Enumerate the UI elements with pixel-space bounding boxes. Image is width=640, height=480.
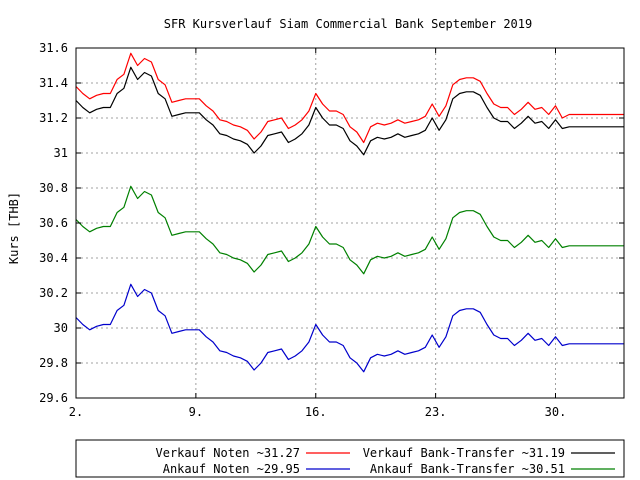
y-tick-label: 30.8 bbox=[39, 181, 68, 195]
y-tick-label: 30 bbox=[54, 321, 68, 335]
y-tick-label: 31.2 bbox=[39, 111, 68, 125]
legend-label-ankauf-bank-transfer: Ankauf Bank-Transfer ~30.51 bbox=[370, 462, 565, 476]
series-line-verkauf-bank-transfer bbox=[75, 66, 624, 156]
series-line-ankauf-noten bbox=[75, 283, 624, 373]
chart-grid bbox=[76, 48, 624, 398]
y-tick-label: 30.2 bbox=[39, 286, 68, 300]
x-tick-label: 2. bbox=[69, 405, 83, 419]
y-tick-label: 30.4 bbox=[39, 251, 68, 265]
series-line-ankauf-bank-transfer bbox=[75, 185, 624, 275]
legend-label-verkauf-bank-transfer: Verkauf Bank-Transfer ~31.19 bbox=[363, 446, 565, 460]
chart-legend: Verkauf Noten ~31.27 Verkauf Bank-Transfe… bbox=[156, 446, 615, 476]
y-tick-label: 29.6 bbox=[39, 391, 68, 405]
x-tick-label: 9. bbox=[189, 405, 203, 419]
chart-title: SFR Kursverlauf Siam Commercial Bank Sep… bbox=[164, 17, 532, 31]
y-tick-label: 31.4 bbox=[39, 76, 68, 90]
axis-ticks: 29.6 29.8 30 30.2 30.4 30.6 30.8 31 31.2 31.4 31.6… bbox=[39, 41, 624, 419]
series-line-verkauf-noten bbox=[75, 52, 624, 144]
y-tick-label: 31 bbox=[54, 146, 68, 160]
legend-label-verkauf-noten: Verkauf Noten ~31.27 bbox=[156, 446, 301, 460]
y-tick-label: 31.6 bbox=[39, 41, 68, 55]
x-tick-label: 16. bbox=[305, 405, 327, 419]
y-axis-label: Kurs [THB] bbox=[7, 192, 21, 264]
y-tick-label: 30.6 bbox=[39, 216, 68, 230]
y-tick-label: 29.8 bbox=[39, 356, 68, 370]
legend-box bbox=[75, 439, 625, 478]
x-tick-label: 30. bbox=[545, 405, 567, 419]
chart-series bbox=[75, 52, 624, 373]
legend-label-ankauf-noten: Ankauf Noten ~29.95 bbox=[163, 462, 300, 476]
x-tick-label: 23. bbox=[425, 405, 447, 419]
